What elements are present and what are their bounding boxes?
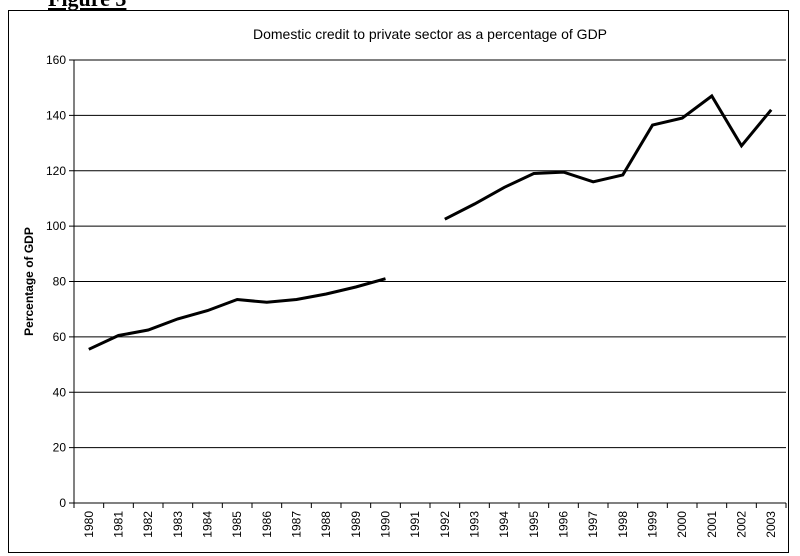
x-tick-label: 1995: [527, 511, 541, 538]
x-tick-label: 1982: [141, 511, 155, 538]
chart-frame: Domestic credit to private sector as a p…: [8, 10, 789, 553]
x-tick-label: 1998: [616, 511, 630, 538]
y-tick-label: 20: [53, 441, 67, 455]
y-tick-label: 120: [46, 164, 66, 178]
y-tick-label: 40: [53, 385, 67, 399]
x-tick-label: 1983: [171, 511, 185, 538]
x-tick-label: 1993: [468, 511, 482, 538]
x-tick-label: 2001: [705, 511, 719, 538]
x-tick-label: 1985: [230, 511, 244, 538]
x-tick-label: 1991: [408, 511, 422, 538]
chart-title: Domestic credit to private sector as a p…: [253, 26, 607, 42]
x-tick-label: 1988: [319, 511, 333, 538]
x-tick-label: 2003: [764, 511, 778, 538]
x-tick-label: 1987: [290, 511, 304, 538]
y-tick-label: 160: [46, 53, 66, 67]
y-tick-label: 0: [59, 496, 66, 510]
figure-label: Figure 3: [48, 0, 126, 10]
x-tick-label: 2000: [675, 511, 689, 538]
data-lines: [89, 96, 771, 349]
y-axis-label: Percentage of GDP: [22, 227, 36, 336]
x-tick-label: 1992: [438, 511, 452, 538]
x-tick-label: 1999: [646, 511, 660, 538]
x-tick-label: 1996: [557, 511, 571, 538]
x-tick-label: 2002: [735, 511, 749, 538]
y-tick-label: 100: [46, 219, 66, 233]
x-tick-label: 1984: [201, 511, 215, 538]
x-tick-label: 1994: [497, 511, 511, 538]
x-axis-ticks: 1980 1981 1982 1983 1984 1985 1986 1987 1988 1989…: [74, 503, 786, 538]
x-tick-label: 1981: [112, 511, 126, 538]
series-line-segment-1: [89, 279, 386, 350]
y-axis-ticks: 0 20 40 60 80 100 120 140 160: [46, 53, 74, 510]
line-chart: Domestic credit to private sector as a p…: [9, 11, 790, 554]
y-tick-label: 140: [46, 108, 66, 122]
x-tick-label: 1989: [349, 511, 363, 538]
x-tick-label: 1980: [82, 511, 96, 538]
y-tick-label: 60: [53, 330, 67, 344]
y-tick-label: 80: [53, 275, 67, 289]
x-tick-label: 1990: [379, 511, 393, 538]
series-line-segment-2: [445, 96, 771, 219]
x-tick-label: 1997: [586, 511, 600, 538]
x-tick-label: 1986: [260, 511, 274, 538]
